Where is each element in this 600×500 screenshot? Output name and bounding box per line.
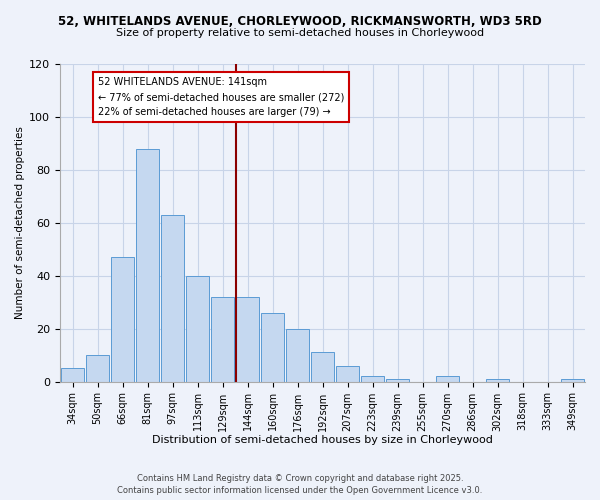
Y-axis label: Number of semi-detached properties: Number of semi-detached properties xyxy=(15,126,25,319)
Bar xyxy=(211,297,234,382)
Bar xyxy=(86,355,109,382)
Bar xyxy=(186,276,209,382)
Bar xyxy=(436,376,459,382)
Bar xyxy=(486,379,509,382)
Bar xyxy=(161,215,184,382)
Bar xyxy=(136,148,159,382)
X-axis label: Distribution of semi-detached houses by size in Chorleywood: Distribution of semi-detached houses by … xyxy=(152,435,493,445)
Bar xyxy=(286,328,309,382)
Bar xyxy=(311,352,334,382)
Bar xyxy=(61,368,84,382)
Bar xyxy=(261,313,284,382)
Text: Size of property relative to semi-detached houses in Chorleywood: Size of property relative to semi-detach… xyxy=(116,28,484,38)
Bar xyxy=(386,379,409,382)
Bar xyxy=(336,366,359,382)
Text: 52, WHITELANDS AVENUE, CHORLEYWOOD, RICKMANSWORTH, WD3 5RD: 52, WHITELANDS AVENUE, CHORLEYWOOD, RICK… xyxy=(58,15,542,28)
Bar xyxy=(361,376,384,382)
Text: Contains HM Land Registry data © Crown copyright and database right 2025.
Contai: Contains HM Land Registry data © Crown c… xyxy=(118,474,482,495)
Text: 52 WHITELANDS AVENUE: 141sqm
← 77% of semi-detached houses are smaller (272)
22%: 52 WHITELANDS AVENUE: 141sqm ← 77% of se… xyxy=(98,77,344,117)
Bar xyxy=(111,257,134,382)
Bar xyxy=(561,379,584,382)
Bar xyxy=(236,297,259,382)
